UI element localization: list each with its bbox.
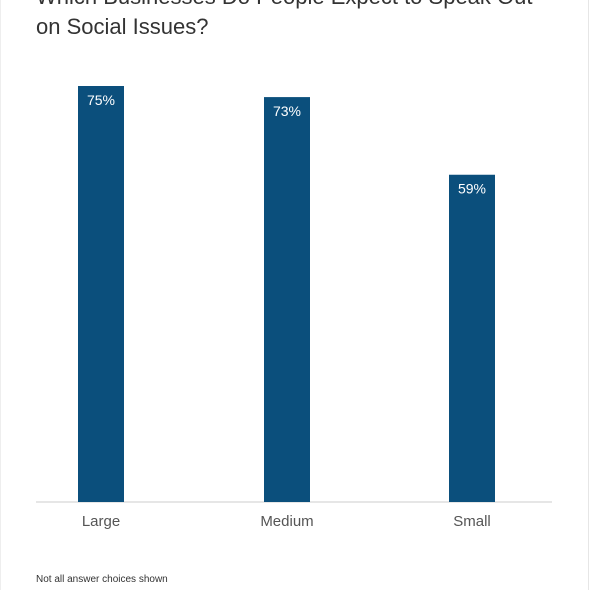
footnote: Not all answer choices shown [36, 574, 168, 585]
bars-group: 75% Large 73% Medium 59% Small [78, 86, 495, 530]
bar-medium [264, 97, 310, 503]
x-tick-label-large: Large [82, 513, 120, 530]
data-label-small: 59% [458, 181, 486, 197]
x-tick-label-medium: Medium [260, 513, 313, 530]
chart-title: Which Businesses Do People Expect to Spe… [36, 0, 532, 39]
data-label-medium: 73% [273, 103, 301, 119]
bar-small [449, 174, 495, 502]
data-label-large: 75% [87, 92, 115, 108]
x-tick-label-small: Small [453, 513, 491, 530]
bar-large [78, 86, 124, 502]
